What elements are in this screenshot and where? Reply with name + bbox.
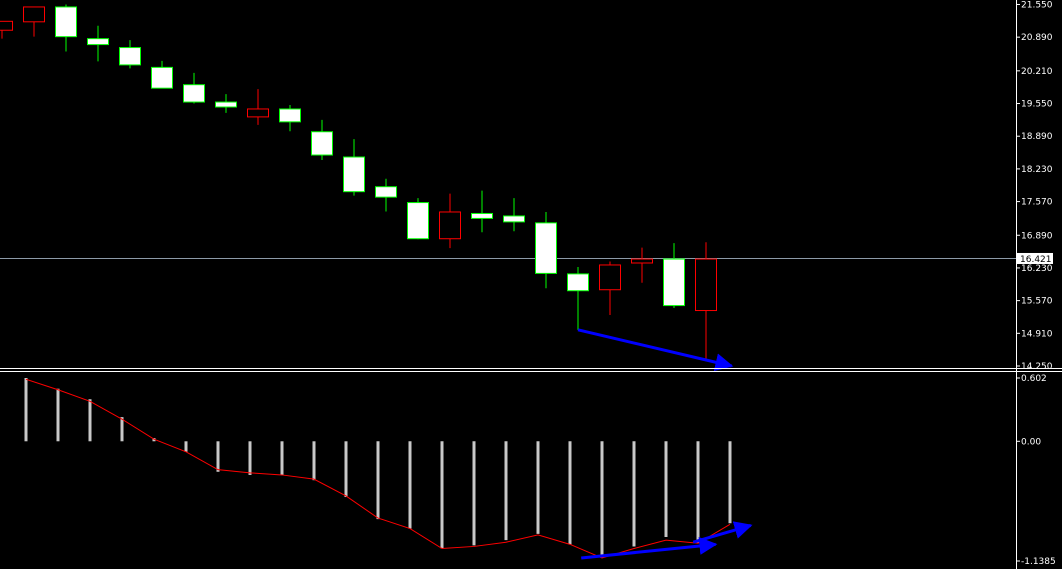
candle (119, 40, 141, 69)
candle (663, 243, 685, 309)
price-tick-label: 16.230 (1021, 264, 1053, 274)
candle-body (375, 186, 397, 198)
candle (279, 105, 301, 132)
candle-body (599, 264, 621, 291)
osc-tick-label: 0.602 (1021, 374, 1047, 384)
candle-body (695, 258, 717, 312)
candle-body (503, 215, 525, 223)
candle (151, 60, 173, 89)
price-divergence-arrow (577, 328, 734, 372)
candle (87, 25, 109, 62)
candle-body (407, 202, 429, 240)
price-tick-label: 18.230 (1021, 165, 1053, 175)
price-tick-label: 19.550 (1021, 100, 1053, 110)
candle (695, 242, 717, 362)
candle (183, 72, 205, 104)
candle (0, 20, 13, 39)
price-tick-label: 17.570 (1021, 198, 1053, 208)
price-tick-label: 21.550 (1021, 0, 1053, 10)
candle (535, 211, 557, 289)
candle-body (87, 38, 109, 46)
candle (503, 198, 525, 232)
current-price-label: 16.421 (1020, 255, 1052, 265)
price-tick-label: 16.890 (1021, 231, 1053, 241)
price-panel (0, 4, 1016, 362)
candle (471, 190, 493, 233)
candle-body (663, 258, 685, 307)
price-tick-label: 14.910 (1021, 329, 1053, 339)
candle-body (183, 84, 205, 103)
candle (567, 266, 589, 330)
candle (375, 178, 397, 212)
candle-body (247, 108, 269, 118)
price-tick-label: 14.250 (1021, 362, 1053, 372)
candle-body (471, 212, 493, 219)
annotation-layer (577, 328, 753, 560)
candle-body (55, 6, 77, 38)
candle-body (567, 273, 589, 292)
oscillator-panel (24, 378, 732, 559)
price-tick-label: 15.570 (1021, 297, 1053, 307)
oscillator-divergence-arrow (581, 537, 718, 560)
osc-tick-label: -1.1385 (1021, 557, 1056, 567)
candle-body (151, 66, 173, 89)
candle (343, 139, 365, 196)
candle (247, 89, 269, 125)
candle-body (439, 211, 461, 240)
candle-body (119, 47, 141, 66)
candle-body (0, 20, 13, 31)
candle-body (279, 108, 301, 123)
price-tick-label: 18.890 (1021, 132, 1053, 142)
price-tick-label: 20.210 (1021, 67, 1053, 77)
oscillator-divergence-arrow (692, 521, 753, 544)
candle (55, 4, 77, 52)
candle (311, 119, 333, 160)
candle-body (23, 6, 45, 23)
candle-body (311, 131, 333, 156)
price-tick-label: 20.890 (1021, 33, 1053, 43)
price-axis: 21.550 20.890 20.210 19.550 18.890 18.230 17.5… (1016, 0, 1053, 372)
candle (215, 94, 237, 113)
candle-body (215, 101, 237, 108)
oscillator-axis: 0.602 0.00 -1.1385 (1016, 374, 1056, 567)
candle (631, 247, 653, 283)
osc-tick-label: 0.00 (1021, 437, 1041, 447)
current-price-marker (1017, 252, 1053, 264)
candle (23, 6, 45, 37)
candle-body (535, 222, 557, 274)
candle (439, 193, 461, 249)
candle (599, 261, 621, 315)
candle-body (631, 258, 653, 264)
candle (407, 198, 429, 240)
candle-body (343, 156, 365, 193)
